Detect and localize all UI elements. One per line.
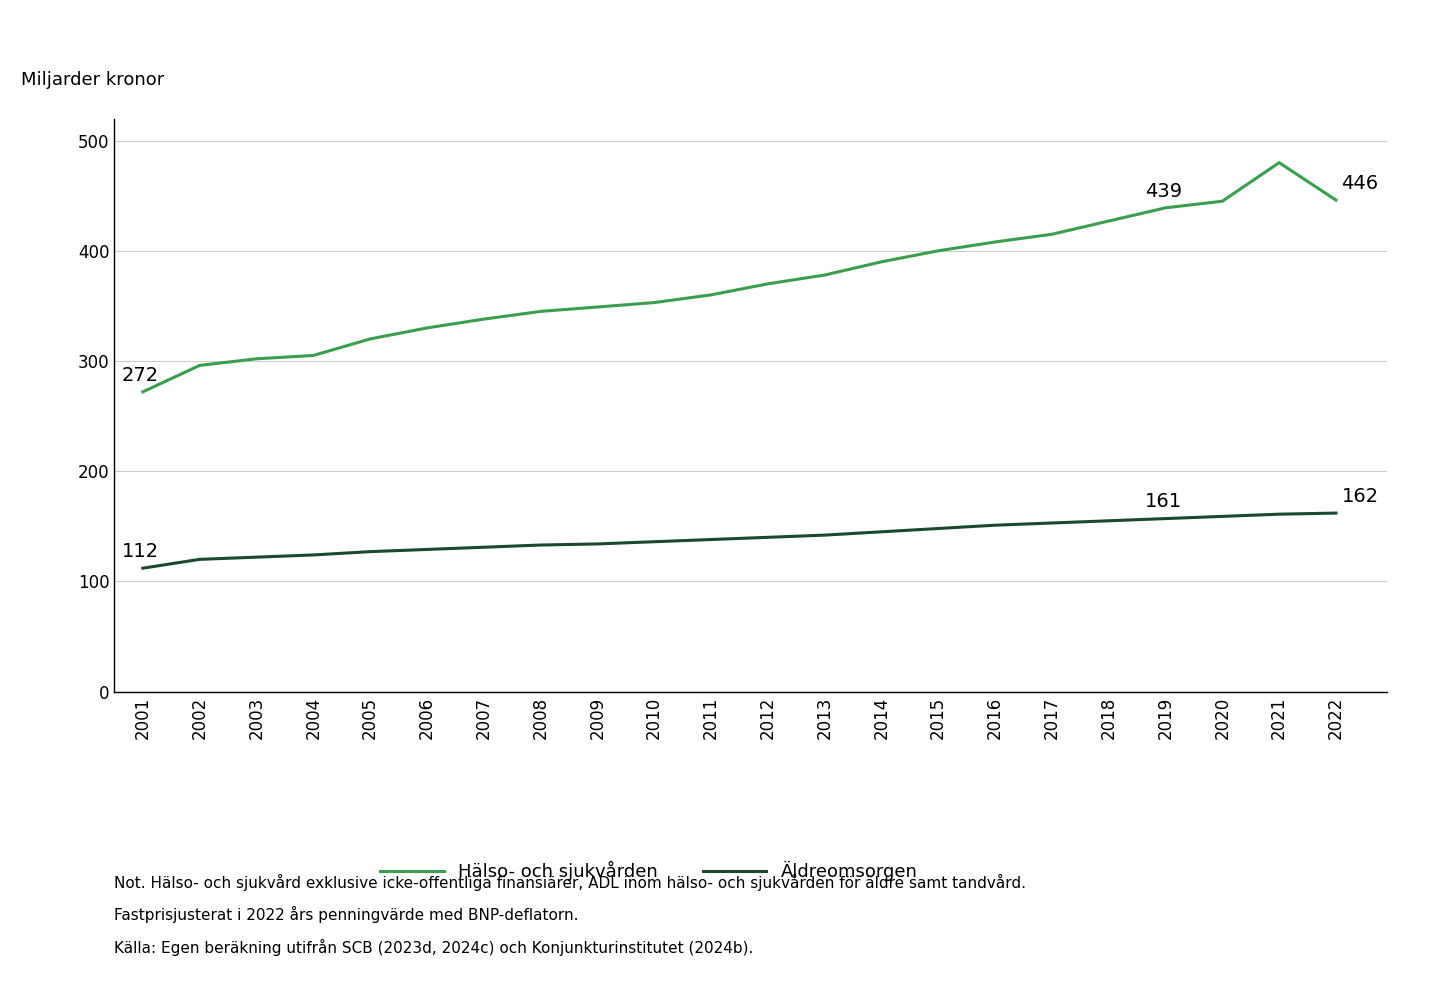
Hälso- och sjukvården <box>532 305 549 317</box>
Text: Miljarder kronor: Miljarder kronor <box>21 71 164 89</box>
Äldreomsorgen <box>305 549 322 561</box>
Äldreomsorgen <box>589 538 606 550</box>
Hälso- och sjukvården <box>475 313 492 325</box>
Hälso- och sjukvården <box>759 278 776 289</box>
Äldreomsorgen <box>702 534 719 545</box>
Äldreomsorgen <box>759 532 776 543</box>
Hälso- och sjukvården <box>1100 215 1117 227</box>
Text: 112: 112 <box>122 542 159 561</box>
Hälso- och sjukvården <box>645 296 662 308</box>
Äldreomsorgen <box>1157 513 1174 525</box>
Äldreomsorgen <box>247 551 265 563</box>
Line: Hälso- och sjukvården: Hälso- och sjukvården <box>143 163 1336 392</box>
Äldreomsorgen <box>1100 515 1117 527</box>
Text: Källa: Egen beräkning utifrån SCB (2023d, 2024c) och Konjunkturinstitutet (2024b: Källa: Egen beräkning utifrån SCB (2023d… <box>114 939 754 955</box>
Text: 439: 439 <box>1144 182 1181 201</box>
Hälso- och sjukvården <box>1271 157 1288 169</box>
Hälso- och sjukvården <box>987 236 1004 248</box>
Hälso- och sjukvården <box>1327 195 1344 206</box>
Hälso- och sjukvården <box>362 333 379 345</box>
Äldreomsorgen <box>362 545 379 557</box>
Äldreomsorgen <box>1327 507 1344 519</box>
Hälso- och sjukvården <box>1157 202 1174 213</box>
Hälso- och sjukvården <box>134 386 152 398</box>
Hälso- och sjukvården <box>589 301 606 313</box>
Text: 162: 162 <box>1341 487 1379 506</box>
Line: Äldreomsorgen: Äldreomsorgen <box>143 513 1336 568</box>
Hälso- och sjukvården <box>305 350 322 362</box>
Hälso- och sjukvården <box>702 288 719 300</box>
Äldreomsorgen <box>1271 508 1288 520</box>
Hälso- och sjukvården <box>872 256 889 268</box>
Äldreomsorgen <box>419 543 436 555</box>
Äldreomsorgen <box>192 553 209 565</box>
Hälso- och sjukvården <box>192 360 209 371</box>
Äldreomsorgen <box>532 539 549 551</box>
Äldreomsorgen <box>930 523 947 535</box>
Hälso- och sjukvården <box>247 353 265 365</box>
Hälso- och sjukvården <box>1214 196 1231 207</box>
Hälso- och sjukvården <box>930 245 947 257</box>
Legend: Hälso- och sjukvården, Äldreomsorgen: Hälso- och sjukvården, Äldreomsorgen <box>380 862 918 881</box>
Äldreomsorgen <box>475 541 492 553</box>
Hälso- och sjukvården <box>817 269 834 281</box>
Äldreomsorgen <box>1044 517 1061 529</box>
Text: 161: 161 <box>1144 492 1181 512</box>
Äldreomsorgen <box>1214 511 1231 523</box>
Äldreomsorgen <box>817 530 834 541</box>
Äldreomsorgen <box>134 562 152 574</box>
Text: 446: 446 <box>1341 174 1379 193</box>
Äldreomsorgen <box>645 535 662 547</box>
Hälso- och sjukvården <box>419 322 436 334</box>
Text: Fastprisjusterat i 2022 års penningvärde med BNP-deflatorn.: Fastprisjusterat i 2022 års penningvärde… <box>114 906 579 923</box>
Text: 272: 272 <box>122 366 159 384</box>
Äldreomsorgen <box>872 526 889 537</box>
Hälso- och sjukvården <box>1044 228 1061 240</box>
Text: Not. Hälso- och sjukvård exklusive icke-offentliga finansiärer, ADL inom hälso- : Not. Hälso- och sjukvård exklusive icke-… <box>114 874 1027 891</box>
Äldreomsorgen <box>987 520 1004 532</box>
